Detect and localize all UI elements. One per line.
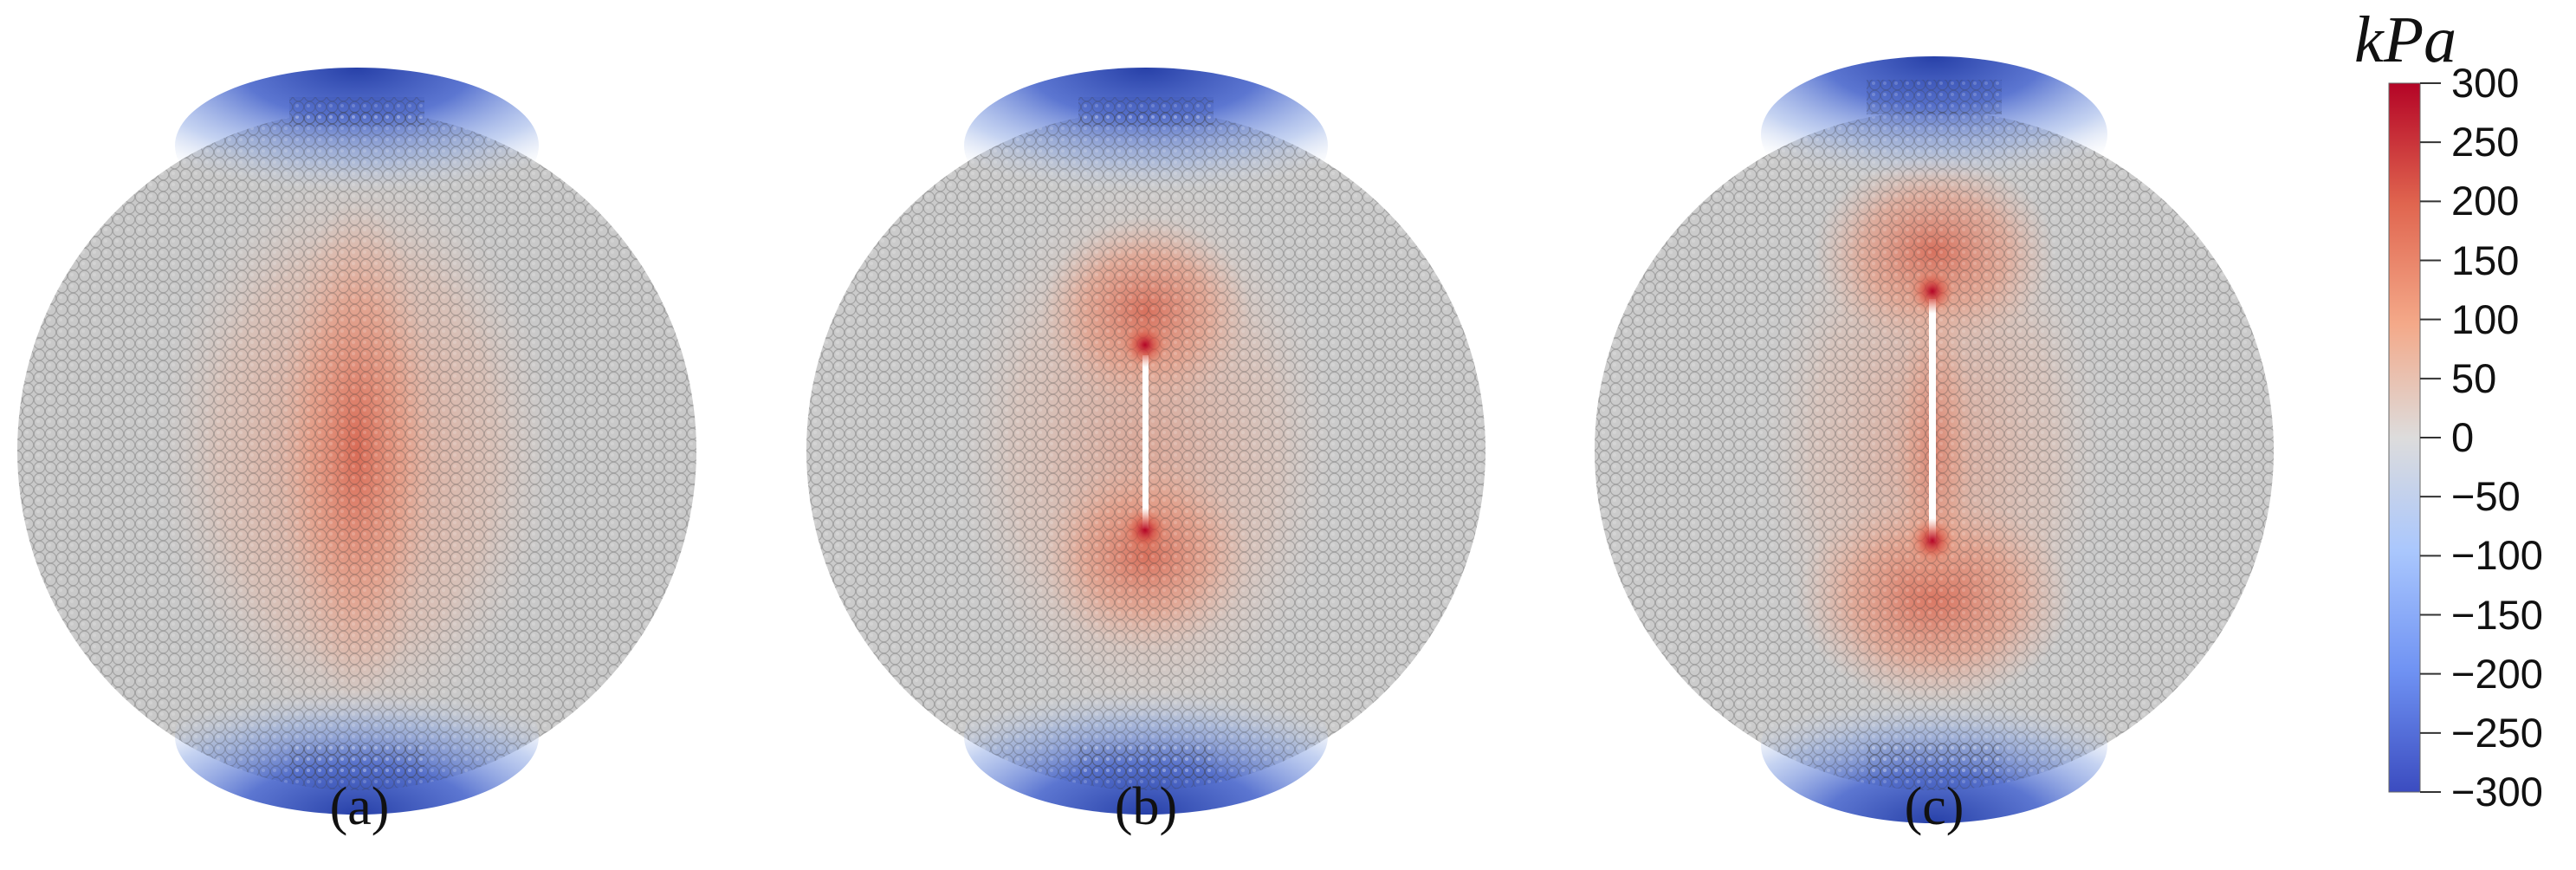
- colorbar-tick-label: −200: [2451, 650, 2543, 697]
- panel-c-crack-tip-top: [1910, 269, 1955, 314]
- colorbar-tick-label: 0: [2451, 414, 2475, 460]
- colorbar: [2388, 82, 2441, 793]
- colorbar-tick-label: −150: [2451, 591, 2543, 638]
- panel-c-crack: [1929, 299, 1936, 542]
- panel-b-crack-tip-bottom: [1123, 508, 1168, 553]
- colorbar-tick-label: −100: [2451, 532, 2543, 579]
- panel-c-specimen: [1595, 56, 2274, 823]
- colorbar-tick-label: 200: [2451, 178, 2520, 224]
- colorbar-tick-label: −250: [2451, 709, 2543, 756]
- colorbar-tick-label: 100: [2451, 295, 2520, 342]
- colorbar-tick-label: 250: [2451, 119, 2520, 166]
- panel-a-specimen: [17, 68, 696, 815]
- colorbar-tick-label: −50: [2451, 473, 2521, 520]
- colorbar-tick-label: 300: [2451, 60, 2520, 106]
- colorbar-tick-label: 150: [2451, 237, 2520, 283]
- colorbar-tick-label: −300: [2451, 769, 2543, 815]
- panel-c-crack-tip-bottom: [1910, 518, 1955, 563]
- panel-label-a: (a): [329, 777, 390, 836]
- colorbar-unit-label: kPa: [2354, 3, 2457, 76]
- colorbar-tick-label: 50: [2451, 354, 2497, 401]
- colorbar-gradient: [2388, 82, 2421, 793]
- panel-label-c: (c): [1904, 777, 1964, 836]
- panel-label-b: (b): [1114, 777, 1178, 836]
- panel-b-specimen: [806, 68, 1485, 815]
- panel-b-crack: [1142, 355, 1149, 529]
- colorbar-ticks: [2420, 82, 2441, 793]
- panel-b-crack-tip-top: [1123, 322, 1168, 367]
